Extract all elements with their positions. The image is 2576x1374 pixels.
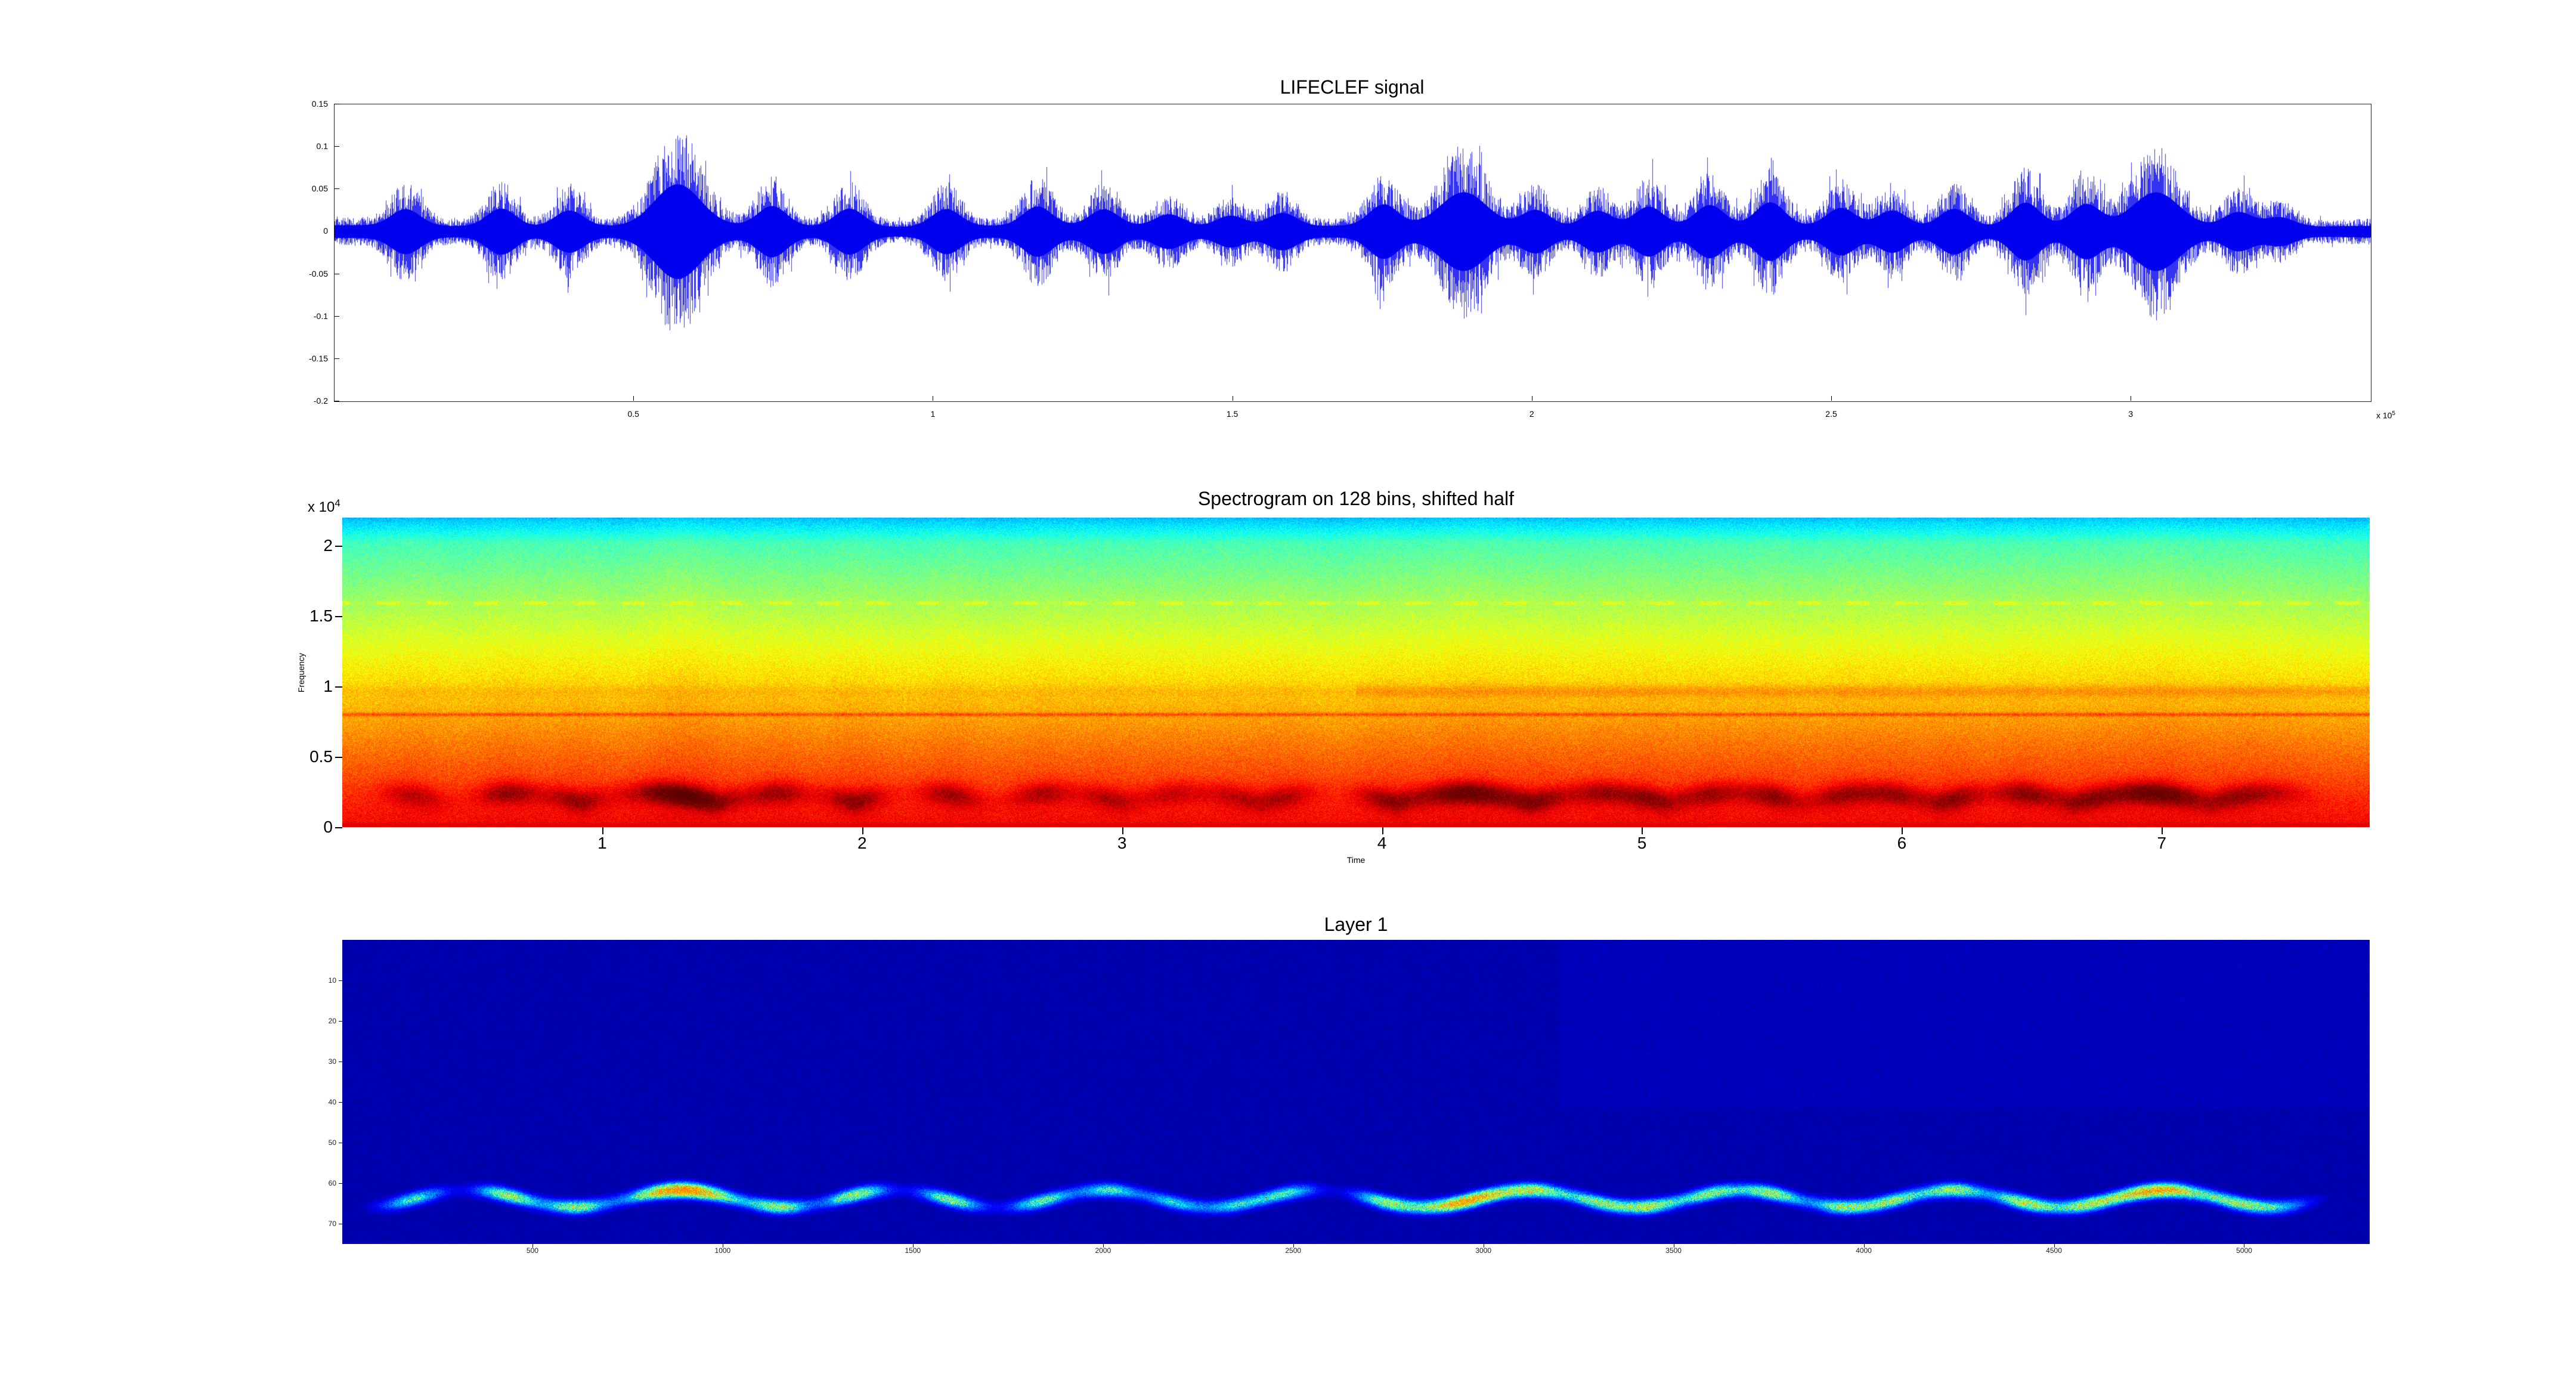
layer1-x-tick: 4000 [1856, 1246, 1872, 1255]
spectrogram-y-tick: 0.5 [309, 747, 333, 766]
spectrogram-y-tick: 2 [323, 536, 333, 555]
signal-y-tick: 0.15 [311, 99, 328, 109]
spectrogram-y-scale-label: x 104 [308, 497, 340, 516]
tick-mark [2162, 827, 2163, 834]
tick-mark [602, 827, 603, 834]
signal-y-tick: 0 [323, 226, 328, 236]
layer1-x-tick: 3000 [1475, 1246, 1492, 1255]
tick-mark [1293, 1244, 1294, 1248]
spectrogram-y-tick: 0 [323, 818, 333, 836]
tick-mark [912, 1244, 914, 1248]
layer1-y-tick: 10 [328, 976, 336, 985]
spectrogram-x-tick: 1 [597, 834, 607, 852]
tick-mark [335, 686, 342, 688]
tick-mark [1863, 1244, 1865, 1248]
tick-mark [1382, 827, 1383, 834]
layer1-title: Layer 1 [1324, 914, 1388, 935]
layer1-y-tick: 30 [328, 1057, 336, 1066]
scale-mantissa: x 10 [308, 499, 335, 515]
spectrogram-x-tick: 7 [2157, 834, 2167, 852]
layer1-y-tick: 70 [328, 1220, 336, 1228]
signal-x-tick: 2.5 [1825, 409, 1837, 419]
spectrogram-x-axis-label: Time [1346, 855, 1366, 865]
tick-mark [335, 757, 342, 759]
layer1-x-tick: 4500 [2046, 1246, 2062, 1255]
tick-mark [2054, 1244, 2055, 1248]
layer1-y-tick: 50 [328, 1138, 336, 1147]
signal-y-tick: 0.05 [311, 184, 328, 194]
layer1-canvas [342, 940, 2370, 1244]
tick-mark [339, 1183, 342, 1184]
layer1-y-tick: 60 [328, 1179, 336, 1187]
tick-mark [1902, 827, 1903, 834]
tick-mark [335, 546, 342, 547]
spectrogram-x-tick: 3 [1117, 834, 1127, 852]
signal-y-tick: 0.1 [316, 141, 328, 151]
spectrogram-y-tick: 1 [323, 677, 333, 696]
tick-mark [339, 1102, 342, 1103]
tick-mark [532, 1244, 533, 1248]
signal-x-scale-label: x 105 [2376, 410, 2395, 420]
layer1-y-tick: 20 [328, 1017, 336, 1025]
layer1-x-tick: 5000 [2236, 1246, 2252, 1255]
waveform-canvas [335, 104, 2371, 401]
tick-mark [1831, 396, 1832, 401]
spectrogram-x-tick: 2 [857, 834, 867, 852]
spectrogram-y-tick: 1.5 [309, 606, 333, 626]
signal-y-tick: -0.1 [313, 311, 328, 321]
tick-mark [862, 827, 863, 834]
tick-mark [335, 188, 339, 190]
tick-mark [335, 146, 339, 147]
spectrogram-x-tick: 5 [1637, 834, 1647, 852]
tick-mark [339, 980, 342, 981]
spectrogram-title: Spectrogram on 128 bins, shifted half [1197, 488, 1515, 509]
tick-mark [1122, 827, 1123, 834]
spectrogram-x-tick: 6 [1897, 834, 1907, 852]
signal-y-tick: -0.05 [309, 268, 328, 278]
signal-x-tick: 2 [1529, 409, 1534, 419]
signal-plot-axes [334, 104, 2371, 402]
signal-x-tick: 1.5 [1226, 409, 1239, 419]
scale-mantissa: x 10 [2376, 410, 2392, 420]
layer1-x-tick: 2000 [1095, 1246, 1111, 1255]
tick-mark [633, 396, 634, 401]
signal-plot-title: LIFECLEF signal [1280, 76, 1425, 98]
signal-x-tick: 1 [930, 409, 936, 419]
tick-mark [335, 315, 339, 317]
layer1-x-tick: 500 [526, 1246, 538, 1255]
scale-exponent: 5 [2392, 410, 2395, 417]
spectrogram-canvas [342, 518, 2370, 827]
tick-mark [339, 1021, 342, 1022]
tick-mark [335, 358, 339, 359]
tick-mark [1103, 1244, 1104, 1248]
layer1-x-tick: 3500 [1665, 1246, 1682, 1255]
spectrogram-x-tick: 4 [1377, 834, 1387, 852]
signal-x-tick: 0.5 [627, 409, 639, 419]
layer1-x-tick: 2500 [1285, 1246, 1302, 1255]
layer1-x-tick: 1500 [905, 1246, 921, 1255]
tick-mark [1642, 827, 1643, 834]
tick-mark [335, 827, 342, 828]
signal-y-tick: -0.2 [313, 396, 328, 406]
layer1-x-tick: 1000 [714, 1246, 731, 1255]
signal-y-tick: -0.15 [309, 353, 328, 363]
signal-x-tick: 3 [2128, 409, 2134, 419]
scale-exponent: 4 [335, 497, 340, 509]
tick-mark [335, 616, 342, 618]
layer1-y-tick: 40 [328, 1098, 336, 1106]
